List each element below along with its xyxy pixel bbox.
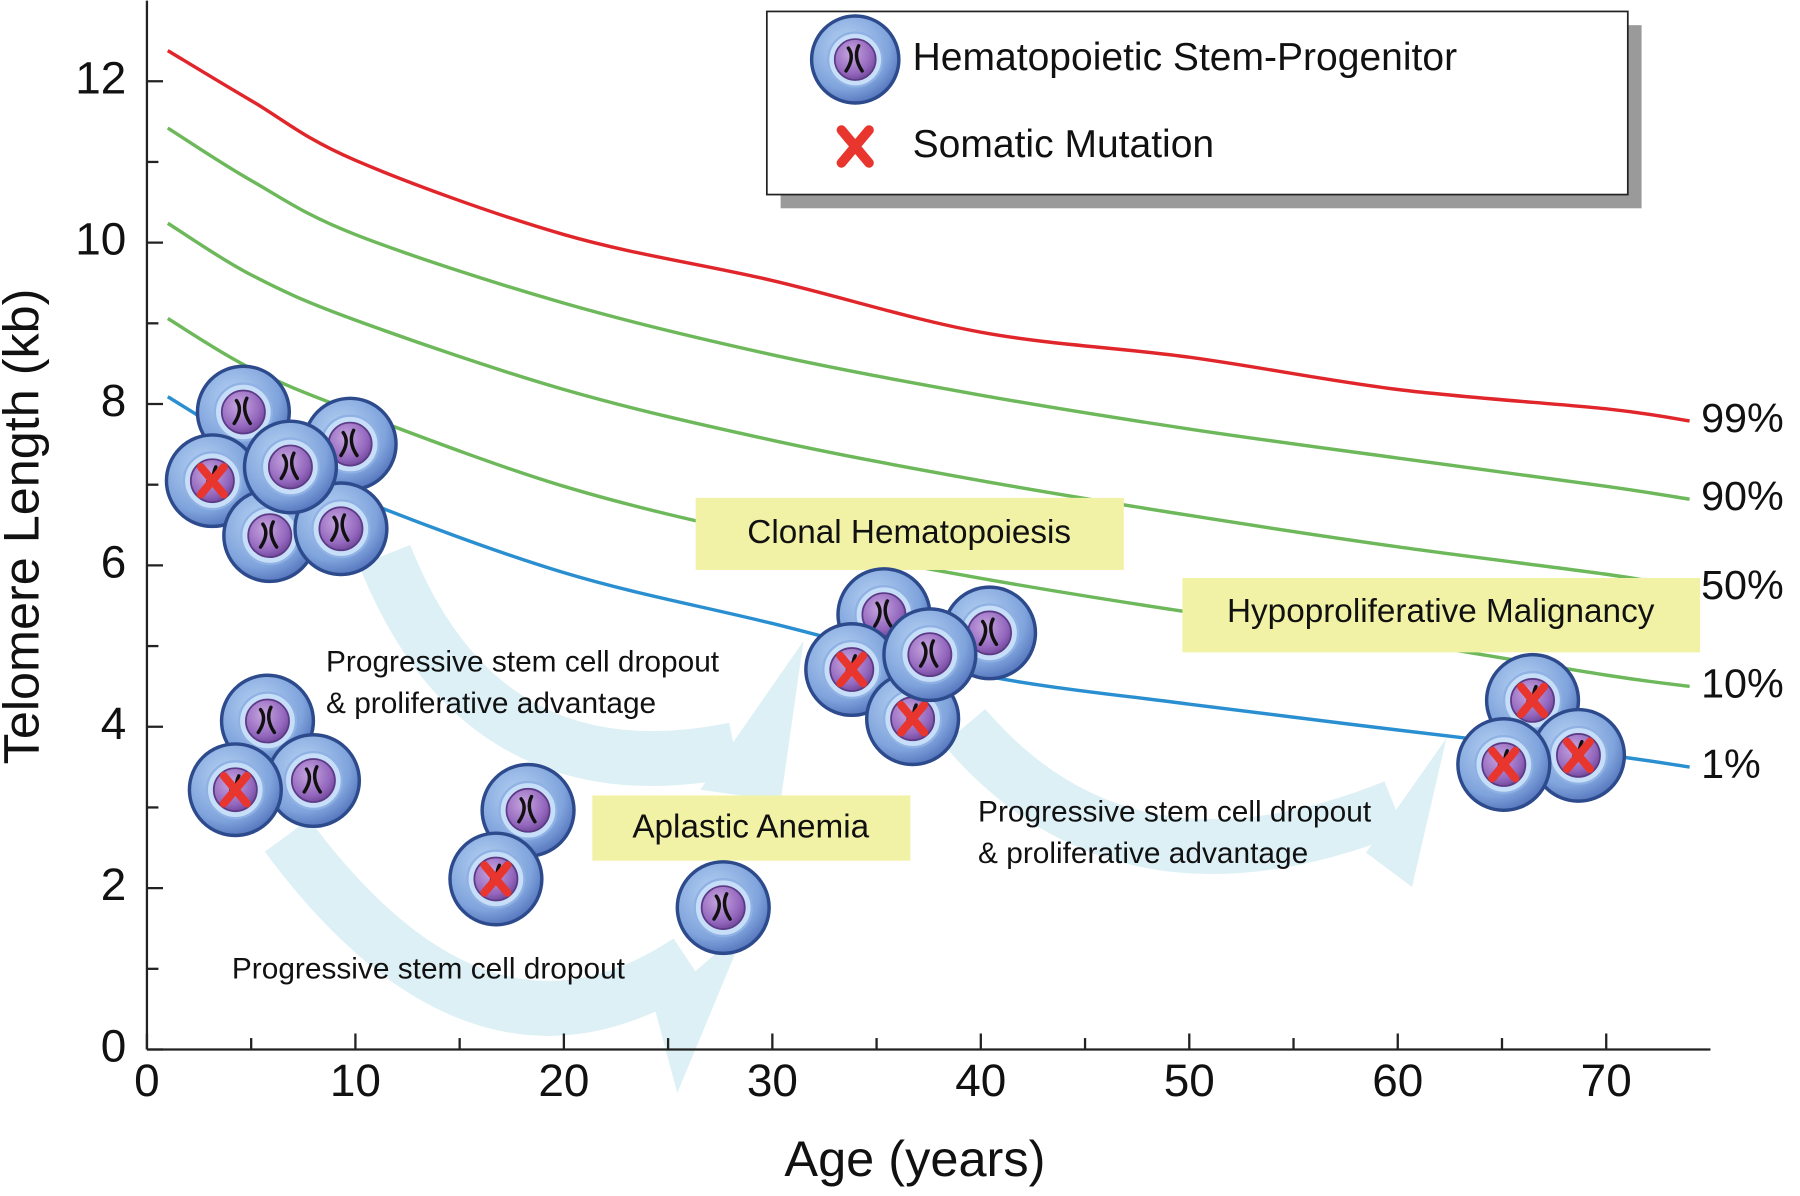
axes: 0 10 20 30 40 50 60 70 0 2 4 6 8 10 12 [75,0,1711,1106]
legend: Hematopoietic Stem-Progenitor Somatic Mut… [765,10,1642,209]
annotation-text: Hypoproliferative Malignancy [1227,593,1655,630]
mutation-mark [1562,737,1594,774]
cell [265,733,362,829]
flow-arrow-head [654,927,747,1093]
x-tick-label: 40 [955,1055,1006,1106]
flow-arrows [264,544,1406,1036]
cell [809,14,901,105]
y-axis-title: Telomere Length (kb) [0,289,50,765]
mutation-mark [1517,682,1549,719]
y-tick-label: 6 [101,537,127,588]
mutation-mark [836,651,868,688]
y-tick-label: 4 [101,698,127,749]
chromosome [302,765,323,794]
cell [882,607,978,703]
annotation-text: Progressive stem cell dropout [326,646,720,679]
x-tick-label: 50 [1164,1055,1215,1106]
chromosome [232,396,252,426]
chromosome [873,599,893,628]
y-tick-label: 12 [75,52,126,103]
flow-arrow [358,544,741,787]
x-tick-label: 60 [1372,1055,1423,1106]
annotation-text: Progressive stem cell dropout [978,796,1372,829]
flow-arrow [264,819,705,1036]
annotations: Clonal Hematopoiesis Aplastic Anemia Hypop… [232,497,1701,985]
chromosome [918,639,939,668]
cell [293,481,389,577]
chromosome [712,892,732,921]
chromosome [517,794,537,824]
flow-arrow-heads [654,640,1447,1093]
cell [164,433,261,529]
chromosome [339,428,359,458]
chromosome [258,520,279,549]
cells [164,364,1627,956]
series-label: 90% [1701,473,1784,519]
legend-label: Hematopoietic Stem-Progenitor [913,36,1457,79]
flow-arrow [943,708,1406,874]
mutation-mark [196,462,228,499]
series-label: 50% [1701,562,1784,608]
series-line [166,126,1690,501]
legend-box [765,10,1629,196]
annotation-text: & proliferative advantage [326,687,656,720]
chromosome [279,451,300,481]
chromosome [330,513,350,542]
mutation-mark [836,125,874,168]
legend-label: Somatic Mutation [913,123,1215,166]
annotation-text: Progressive stem cell dropout [232,952,626,985]
x-tick-label: 10 [330,1055,381,1106]
cell [242,419,339,515]
cell [675,860,771,956]
x-tick-label: 70 [1581,1055,1632,1106]
x-tick-label: 20 [538,1055,589,1106]
annotation-text: Aplastic Anemia [632,808,869,845]
cell [187,742,283,838]
series-label: 1% [1701,741,1761,787]
x-tick-label: 0 [134,1055,160,1106]
cell [1456,717,1552,813]
annotation-text: & proliferative advantage [978,837,1308,870]
series-label: 10% [1701,660,1784,706]
y-tick-label: 8 [101,375,127,426]
mutation-mark [897,701,929,737]
annotation-box [1182,577,1701,653]
x-axis-title: Age (years) [784,1130,1045,1187]
x-tick-label: 30 [747,1055,798,1106]
flow-arrow-head [700,640,804,802]
series-label: 99% [1701,395,1784,441]
mutation-mark [1488,746,1520,783]
mutation-mark [480,861,512,897]
mutation-mark [219,771,251,808]
y-tick-label: 10 [75,214,126,265]
annotation-box [592,795,911,861]
series-line [166,49,1690,423]
y-tick-label: 2 [101,859,127,910]
annotation-box [695,497,1124,570]
chromosome [978,617,999,647]
y-tick-label: 0 [101,1021,127,1072]
series-line [166,221,1690,590]
annotation-text: Clonal Hematopoiesis [747,514,1071,551]
flow-arrow-head [1366,738,1447,887]
chromosome [256,705,277,735]
cell [448,831,544,927]
chromosome [844,44,864,73]
